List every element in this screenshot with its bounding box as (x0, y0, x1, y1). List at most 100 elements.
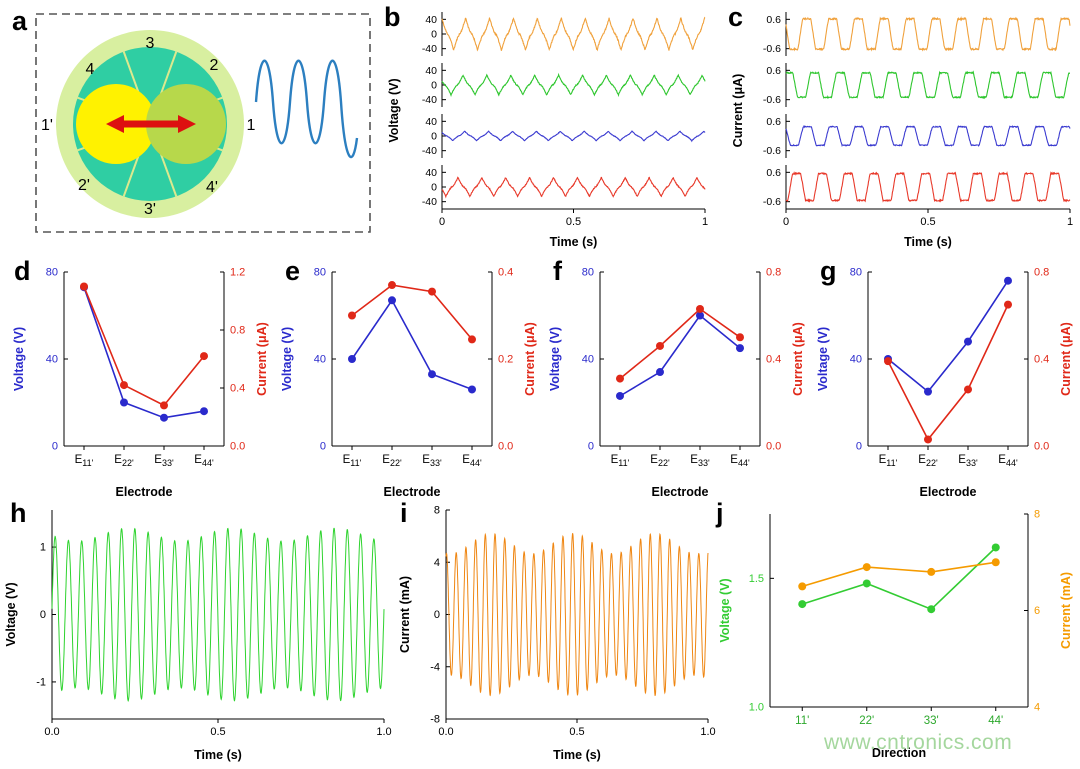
svg-text:0.5: 0.5 (569, 726, 584, 738)
svg-text:1.5: 1.5 (749, 573, 764, 585)
svg-text:0: 0 (588, 441, 594, 453)
panel-g-electrode-chart: 0 40 80 0.0 0.4 0.8 E11' E22' E33' E44' Electrode V… (812, 260, 1080, 506)
sector-label-top: 3 (146, 35, 155, 52)
svg-text:0.6: 0.6 (766, 116, 781, 128)
ac-signal-waveform (254, 59, 359, 159)
svg-text:0: 0 (439, 216, 445, 228)
svg-text:E22': E22' (918, 454, 938, 468)
svg-text:0.4: 0.4 (498, 267, 513, 279)
svg-text:0: 0 (431, 182, 437, 194)
svg-text:1.0: 1.0 (376, 726, 391, 738)
svg-text:40: 40 (582, 354, 594, 366)
svg-text:-0.6: -0.6 (763, 145, 781, 157)
svg-text:Voltage (V): Voltage (V) (548, 327, 562, 391)
svg-text:1.0: 1.0 (749, 702, 764, 714)
svg-text:0: 0 (431, 29, 437, 41)
panel-label-j: j (716, 498, 724, 528)
svg-text:Current (μA): Current (μA) (523, 322, 537, 396)
panel-e-electrode-chart: 0 40 80 0.0 0.2 0.4 E11' E22' E33' E44' Electrode V… (276, 260, 544, 506)
svg-text:Voltage (V): Voltage (V) (718, 578, 732, 642)
svg-text:E11': E11' (75, 454, 94, 468)
svg-text:Electrode: Electrode (116, 485, 173, 499)
svg-text:0.0: 0.0 (438, 726, 453, 738)
chart-svg-f: 0 40 80 0.0 0.4 0.8 E11' E22' E33' E44' Electrode V… (548, 267, 805, 500)
panel-b-voltage-waveforms-chart: 40 0 -40 40 0 -40 40 0 -40 40 0 -40 0 0.5 1 Time (s) Vol… (384, 0, 715, 253)
svg-text:0.0: 0.0 (1034, 441, 1049, 453)
panel-j-direction-chart: 1.0 1.5 4 6 8 11' 22' 33' 44' Direction Voltage (V… (714, 502, 1080, 767)
sector-label-right: 1 (247, 117, 256, 134)
svg-text:40: 40 (425, 167, 437, 179)
svg-text:11': 11' (795, 715, 809, 727)
svg-text:-0.6: -0.6 (763, 94, 781, 106)
svg-text:0.0: 0.0 (498, 441, 513, 453)
svg-text:40: 40 (314, 354, 326, 366)
svg-text:-40: -40 (422, 94, 437, 106)
svg-text:-4: -4 (430, 661, 440, 673)
svg-text:0.6: 0.6 (766, 65, 781, 77)
svg-text:Current (μA): Current (μA) (255, 322, 269, 396)
svg-text:Electrode: Electrode (652, 485, 709, 499)
svg-text:0.5: 0.5 (566, 216, 581, 228)
svg-text:Time (s): Time (s) (553, 748, 601, 762)
chart-svg-d: 0 40 80 0.0 0.4 0.8 1.2 E11' E22' E33' E44' Electro… (12, 267, 269, 500)
svg-text:E44': E44' (462, 454, 482, 468)
chart-svg-e: 0 40 80 0.0 0.2 0.4 E11' E22' E33' E44' Electrode V… (280, 267, 537, 500)
svg-text:E11': E11' (343, 454, 362, 468)
panel-label-i: i (400, 498, 408, 528)
svg-text:-1: -1 (36, 676, 46, 688)
svg-text:Time (s): Time (s) (904, 235, 952, 249)
svg-text:0.5: 0.5 (210, 726, 225, 738)
svg-text:Current (μA): Current (μA) (1059, 322, 1073, 396)
sector-label-bottom-right: 4' (206, 179, 218, 196)
sector-label-left: 1' (41, 117, 53, 134)
svg-text:1.0: 1.0 (700, 726, 715, 738)
svg-text:22': 22' (859, 715, 874, 727)
chart-svg-j: 1.0 1.5 4 6 8 11' 22' 33' 44' Direction Voltage (V… (718, 509, 1073, 761)
svg-text:40: 40 (850, 354, 862, 366)
panel-label-g: g (820, 256, 837, 286)
panel-label-f: f (553, 256, 562, 286)
svg-text:0.0: 0.0 (230, 441, 245, 453)
svg-text:0.4: 0.4 (766, 354, 781, 366)
svg-text:40: 40 (425, 14, 437, 26)
svg-text:4: 4 (434, 557, 440, 569)
svg-text:44': 44' (988, 715, 1003, 727)
svg-text:E22': E22' (650, 454, 670, 468)
svg-text:Voltage (V): Voltage (V) (280, 327, 294, 391)
svg-text:E33': E33' (154, 454, 174, 468)
svg-text:0.8: 0.8 (766, 267, 781, 279)
svg-text:E11': E11' (879, 454, 898, 468)
svg-text:0.4: 0.4 (1034, 354, 1049, 366)
svg-text:E11': E11' (611, 454, 630, 468)
svg-text:0.6: 0.6 (766, 14, 781, 26)
svg-text:0: 0 (783, 216, 789, 228)
panel-c-current-waveforms-chart: 0.6 -0.6 0.6 -0.6 0.6 -0.6 0.6 -0.6 0 0.5 1 Time (s… (728, 0, 1080, 253)
svg-text:1.2: 1.2 (230, 267, 245, 279)
svg-text:33': 33' (924, 715, 939, 727)
svg-text:0.4: 0.4 (230, 383, 245, 395)
svg-text:0: 0 (40, 609, 46, 621)
panel-label-b: b (384, 2, 401, 32)
svg-text:4: 4 (1034, 702, 1040, 714)
svg-text:E44': E44' (998, 454, 1018, 468)
svg-text:40: 40 (425, 65, 437, 77)
svg-text:0.8: 0.8 (230, 325, 245, 337)
sector-label-bottom-left: 2' (78, 177, 90, 194)
svg-text:0: 0 (434, 609, 440, 621)
panel-label-e: e (285, 256, 301, 286)
chart-svg-i: 8 4 0 -4 -80.0 0.5 1.0 Time (s) Current (mA) (398, 505, 716, 763)
svg-text:0: 0 (431, 80, 437, 92)
svg-text:Voltage (V): Voltage (V) (4, 582, 18, 646)
svg-text:-40: -40 (422, 145, 437, 157)
svg-text:40: 40 (46, 354, 58, 366)
svg-text:E22': E22' (114, 454, 134, 468)
svg-text:0: 0 (320, 441, 326, 453)
svg-text:0: 0 (856, 441, 862, 453)
svg-text:E33': E33' (690, 454, 710, 468)
svg-text:Time (s): Time (s) (550, 235, 598, 249)
panel-h-voltage-output-chart: 1 0 -1 0.0 0.5 1.0 Time (s) Voltage (V) (2, 502, 394, 767)
svg-text:80: 80 (46, 267, 58, 279)
